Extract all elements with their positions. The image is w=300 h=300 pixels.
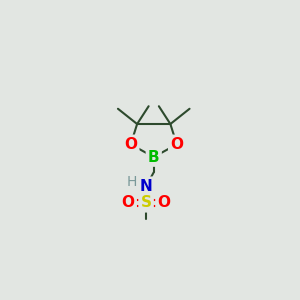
Text: O: O [124, 137, 137, 152]
Text: O: O [122, 195, 135, 210]
Text: S: S [141, 195, 152, 210]
Text: B: B [148, 149, 160, 164]
Text: O: O [158, 195, 170, 210]
Text: O: O [170, 137, 183, 152]
Text: N: N [140, 179, 152, 194]
Text: H: H [127, 176, 137, 190]
